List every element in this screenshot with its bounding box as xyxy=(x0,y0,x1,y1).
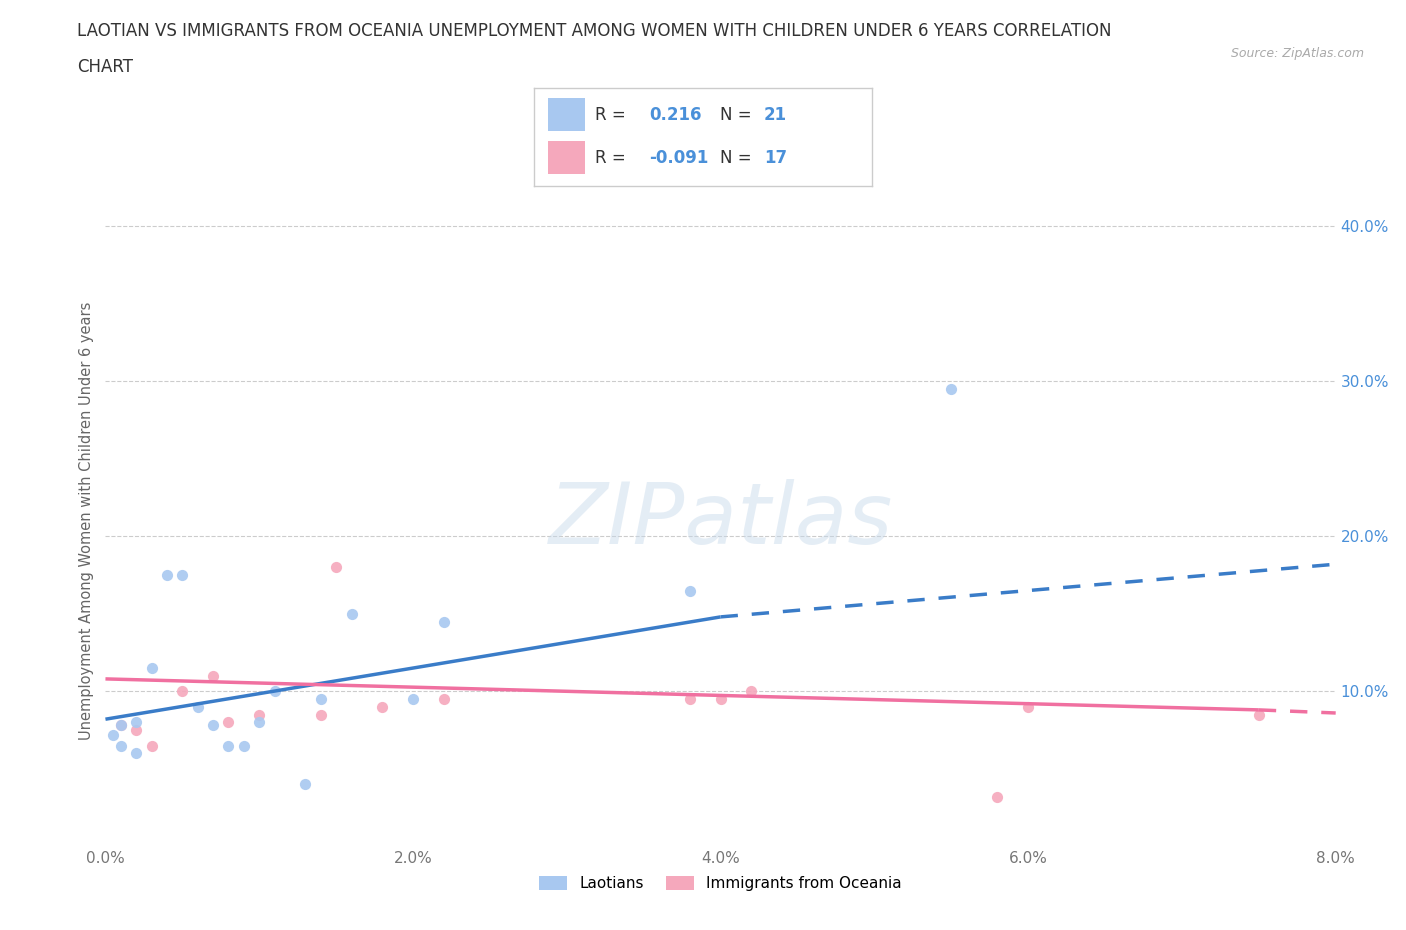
Point xyxy=(232,738,254,753)
Point xyxy=(263,684,285,698)
Text: LAOTIAN VS IMMIGRANTS FROM OCEANIA UNEMPLOYMENT AMONG WOMEN WITH CHILDREN UNDER : LAOTIAN VS IMMIGRANTS FROM OCEANIA UNEMP… xyxy=(77,22,1112,40)
Point xyxy=(101,727,124,742)
Point xyxy=(172,567,194,582)
Point xyxy=(110,738,132,753)
Point xyxy=(218,738,240,753)
Point xyxy=(433,692,456,707)
Text: CHART: CHART xyxy=(77,58,134,75)
Point xyxy=(202,718,225,733)
Text: R =: R = xyxy=(595,149,631,166)
Text: N =: N = xyxy=(720,106,756,124)
Text: Source: ZipAtlas.com: Source: ZipAtlas.com xyxy=(1230,46,1364,60)
Point xyxy=(1247,707,1270,722)
Point xyxy=(309,707,332,722)
Point xyxy=(941,381,963,396)
Point xyxy=(125,723,148,737)
Text: 0.216: 0.216 xyxy=(650,106,702,124)
Point xyxy=(202,669,225,684)
Legend: Laotians, Immigrants from Oceania: Laotians, Immigrants from Oceania xyxy=(533,870,908,897)
Point xyxy=(247,707,270,722)
Point xyxy=(433,614,456,629)
Point xyxy=(187,699,209,714)
Point xyxy=(986,790,1008,804)
Point xyxy=(340,606,363,621)
Point xyxy=(402,692,425,707)
Point xyxy=(172,684,194,698)
Point xyxy=(325,560,347,575)
Point xyxy=(110,718,132,733)
FancyBboxPatch shape xyxy=(548,99,585,131)
Point xyxy=(371,699,394,714)
Point xyxy=(309,692,332,707)
Text: 17: 17 xyxy=(763,149,787,166)
Point xyxy=(710,692,733,707)
Point xyxy=(247,715,270,730)
Text: N =: N = xyxy=(720,149,756,166)
Text: -0.091: -0.091 xyxy=(650,149,709,166)
Point xyxy=(141,660,163,675)
Point xyxy=(125,715,148,730)
Point xyxy=(218,715,240,730)
Y-axis label: Unemployment Among Women with Children Under 6 years: Unemployment Among Women with Children U… xyxy=(79,301,94,740)
Text: 21: 21 xyxy=(763,106,787,124)
Text: ZIPatlas: ZIPatlas xyxy=(548,479,893,563)
Point xyxy=(156,567,179,582)
Point xyxy=(125,746,148,761)
Point xyxy=(740,684,762,698)
Point xyxy=(294,777,316,791)
FancyBboxPatch shape xyxy=(548,141,585,174)
Point xyxy=(110,718,132,733)
Point xyxy=(1017,699,1039,714)
Point xyxy=(679,692,702,707)
Point xyxy=(679,583,702,598)
Point xyxy=(141,738,163,753)
Text: R =: R = xyxy=(595,106,631,124)
